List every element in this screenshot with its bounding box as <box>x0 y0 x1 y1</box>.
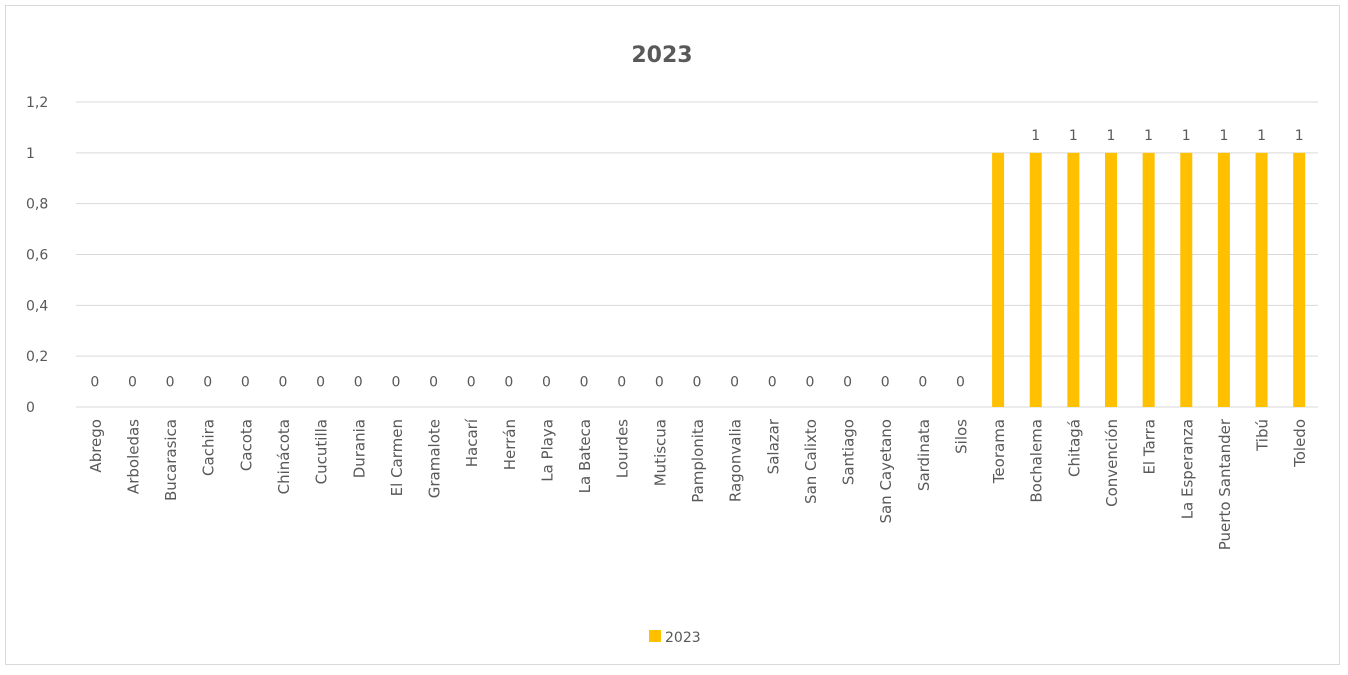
x-tick-label: Cacota <box>237 419 255 471</box>
x-tick-label: Hacarí <box>463 418 481 467</box>
y-tick-label: 0,6 <box>26 248 48 264</box>
x-tick-label: San Cayetano <box>877 419 895 524</box>
x-tick-label: Salazar <box>764 418 782 474</box>
x-tick-label: Herrán <box>501 419 519 470</box>
x-tick-label: Ragonvalia <box>727 419 745 502</box>
data-label: 0 <box>166 375 175 391</box>
data-label: 1 <box>1107 128 1116 144</box>
data-label: 0 <box>805 375 814 391</box>
y-tick-label: 0,8 <box>26 197 48 213</box>
x-tick-label: El Carmen <box>388 419 406 496</box>
chart-title: 2023 <box>631 43 692 68</box>
x-tick-label: Gramalote <box>426 419 444 498</box>
data-label: 0 <box>429 375 438 391</box>
bar <box>1067 152 1080 407</box>
data-label: 0 <box>128 375 137 391</box>
x-tick-label: Chinácota <box>275 419 293 494</box>
x-tick-label: Mutiscua <box>651 419 669 486</box>
y-tick-label: 0,2 <box>26 349 48 365</box>
bar <box>1293 152 1306 407</box>
data-label: 0 <box>467 375 476 391</box>
data-label: 0 <box>655 375 664 391</box>
data-labels: 0 0 0 0 0 0 0 0 0 0 0 0 0 0 0 0 0 0 0 0 0 0 0 0 1 1 1 1 1 1 1 1 <box>90 128 1303 391</box>
data-label: 0 <box>90 375 99 391</box>
data-label: 0 <box>354 375 363 391</box>
y-axis-tick-labels: 0 0,2 0,4 0,6 0,8 1 1,2 <box>26 95 48 416</box>
data-label: 0 <box>542 375 551 391</box>
x-tick-label: Santiago <box>840 419 858 485</box>
x-tick-label: Tibú <box>1254 419 1272 452</box>
x-tick-label: Chitagá <box>1065 419 1083 477</box>
data-label: 0 <box>279 375 288 391</box>
gridlines <box>76 101 1318 408</box>
bar <box>1180 152 1193 407</box>
data-label: 0 <box>504 375 513 391</box>
x-tick-label: Convención <box>1103 419 1121 507</box>
x-tick-label: La Esperanza <box>1178 419 1196 519</box>
legend-swatch <box>649 630 661 642</box>
x-tick-label: San Calixto <box>802 419 820 504</box>
bars <box>992 152 1306 407</box>
data-label: 1 <box>1069 128 1078 144</box>
data-label: 0 <box>316 375 325 391</box>
legend-label: 2023 <box>665 630 701 646</box>
data-label: 1 <box>1295 128 1304 144</box>
y-tick-label: 0 <box>26 400 35 416</box>
data-label: 0 <box>693 375 702 391</box>
x-tick-label: Sardinata <box>915 419 933 491</box>
bar <box>1217 152 1230 407</box>
y-tick-label: 1,2 <box>26 95 48 111</box>
x-tick-label: Arboledas <box>124 419 142 494</box>
x-tick-label: La Bateca <box>576 419 594 493</box>
x-tick-label: Teorama <box>990 419 1008 484</box>
data-label: 0 <box>843 375 852 391</box>
x-tick-label: Toledo <box>1291 419 1309 468</box>
data-label: 0 <box>956 375 965 391</box>
x-axis-tick-labels: Abrego Arboledas Bucarasica Cachira Cacota Ch… <box>87 418 1309 550</box>
bar <box>1255 152 1268 407</box>
x-tick-label: Silos <box>952 419 970 454</box>
data-label: 0 <box>580 375 589 391</box>
data-label: 0 <box>918 375 927 391</box>
data-label: 0 <box>730 375 739 391</box>
data-label: 0 <box>391 375 400 391</box>
y-tick-label: 0,4 <box>26 298 48 314</box>
x-tick-label: Bochalema <box>1028 419 1046 503</box>
bar <box>992 152 1005 407</box>
x-tick-label: Pamplonita <box>689 419 707 503</box>
x-tick-label: Cachira <box>200 419 218 476</box>
data-label: 1 <box>1182 128 1191 144</box>
x-tick-label: El Tarra <box>1141 419 1159 475</box>
bar <box>1029 152 1042 407</box>
data-label: 0 <box>241 375 250 391</box>
data-label: 1 <box>1219 128 1228 144</box>
x-tick-label: Lourdes <box>614 419 632 478</box>
x-tick-label: Durania <box>350 419 368 478</box>
x-tick-label: Abrego <box>87 419 105 473</box>
data-label: 1 <box>1257 128 1266 144</box>
data-label: 0 <box>881 375 890 391</box>
legend: 2023 <box>649 630 701 646</box>
data-label: 1 <box>1144 128 1153 144</box>
x-tick-label: Bucarasica <box>162 419 180 501</box>
x-tick-label: Puerto Santander <box>1216 418 1234 550</box>
data-label: 0 <box>768 375 777 391</box>
y-tick-label: 1 <box>26 146 35 162</box>
data-label: 0 <box>617 375 626 391</box>
x-tick-label: La Playa <box>538 419 556 482</box>
data-label: 0 <box>203 375 212 391</box>
data-label: 1 <box>1031 128 1040 144</box>
x-tick-label: Cucutilla <box>313 419 331 484</box>
bar <box>1105 152 1117 407</box>
bar <box>1142 152 1155 407</box>
